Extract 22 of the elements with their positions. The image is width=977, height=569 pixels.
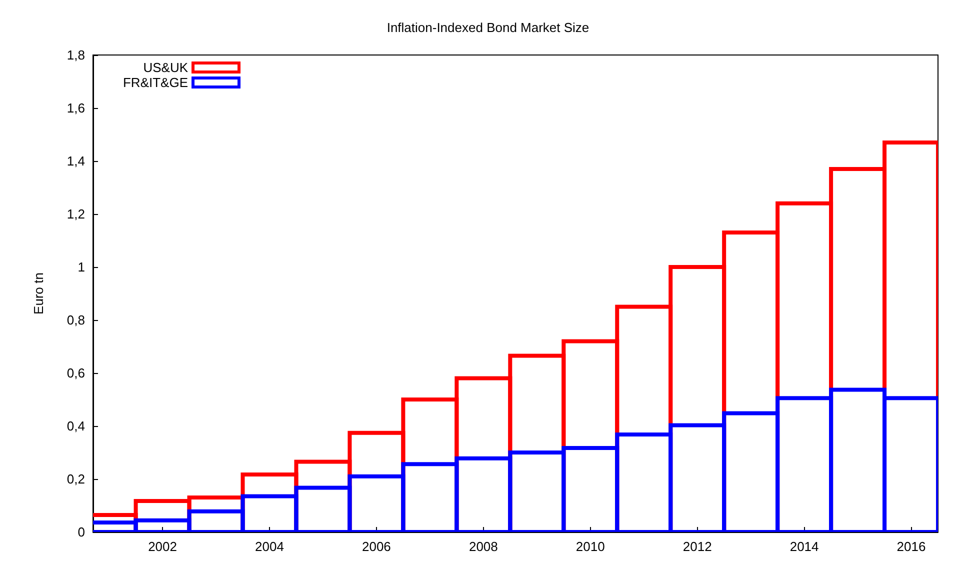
x-tick-label: 2016: [896, 539, 926, 554]
x-tick-label: 2008: [468, 539, 498, 554]
y-axis-title: Euro tn: [31, 272, 46, 314]
y-tick-label: 0,8: [66, 312, 85, 328]
x-tick-label: 2002: [148, 539, 177, 554]
y-tick-label: 1,2: [66, 206, 85, 222]
x-tick-label: 2012: [682, 539, 712, 554]
x-tick-label: 2010: [576, 539, 605, 554]
y-tick-label: 1,8: [66, 48, 85, 62]
legend-label: FR&IT&GE: [122, 75, 188, 90]
x-tick-label: 2014: [790, 539, 819, 554]
legend-label: US&UK: [143, 60, 188, 75]
y-tick-label: 1,4: [66, 154, 85, 168]
y-tick-label: 1: [78, 260, 85, 274]
x-tick-label: 2004: [255, 539, 284, 554]
y-tick-label: 0,6: [66, 366, 85, 380]
chart-title: Inflation-Indexed Bond Market Size: [386, 20, 590, 35]
y-tick-label: 0: [78, 524, 85, 540]
y-tick-label: 0,2: [66, 472, 85, 486]
y-tick-label: 1,6: [66, 100, 85, 116]
x-tick-label: 2006: [362, 539, 391, 554]
y-tick-label: 0,4: [66, 418, 85, 434]
